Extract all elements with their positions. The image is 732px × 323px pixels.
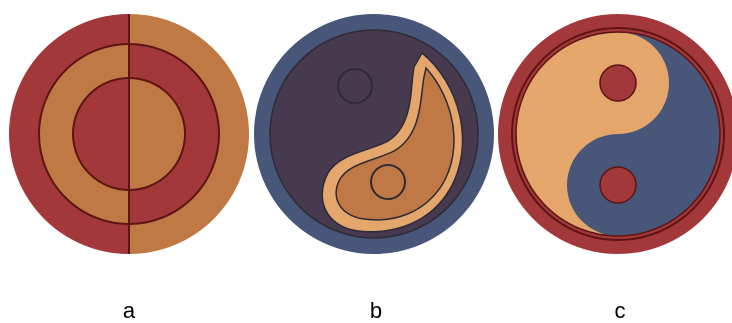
concentric-rings-emblem xyxy=(9,13,249,255)
panel-label-a: a xyxy=(122,298,136,323)
yin-yang-emblem xyxy=(254,13,494,255)
panel-label-c: c xyxy=(614,298,626,323)
yin-yang-emblem-with-ring xyxy=(498,13,732,255)
panel-label-b: b xyxy=(369,298,383,323)
